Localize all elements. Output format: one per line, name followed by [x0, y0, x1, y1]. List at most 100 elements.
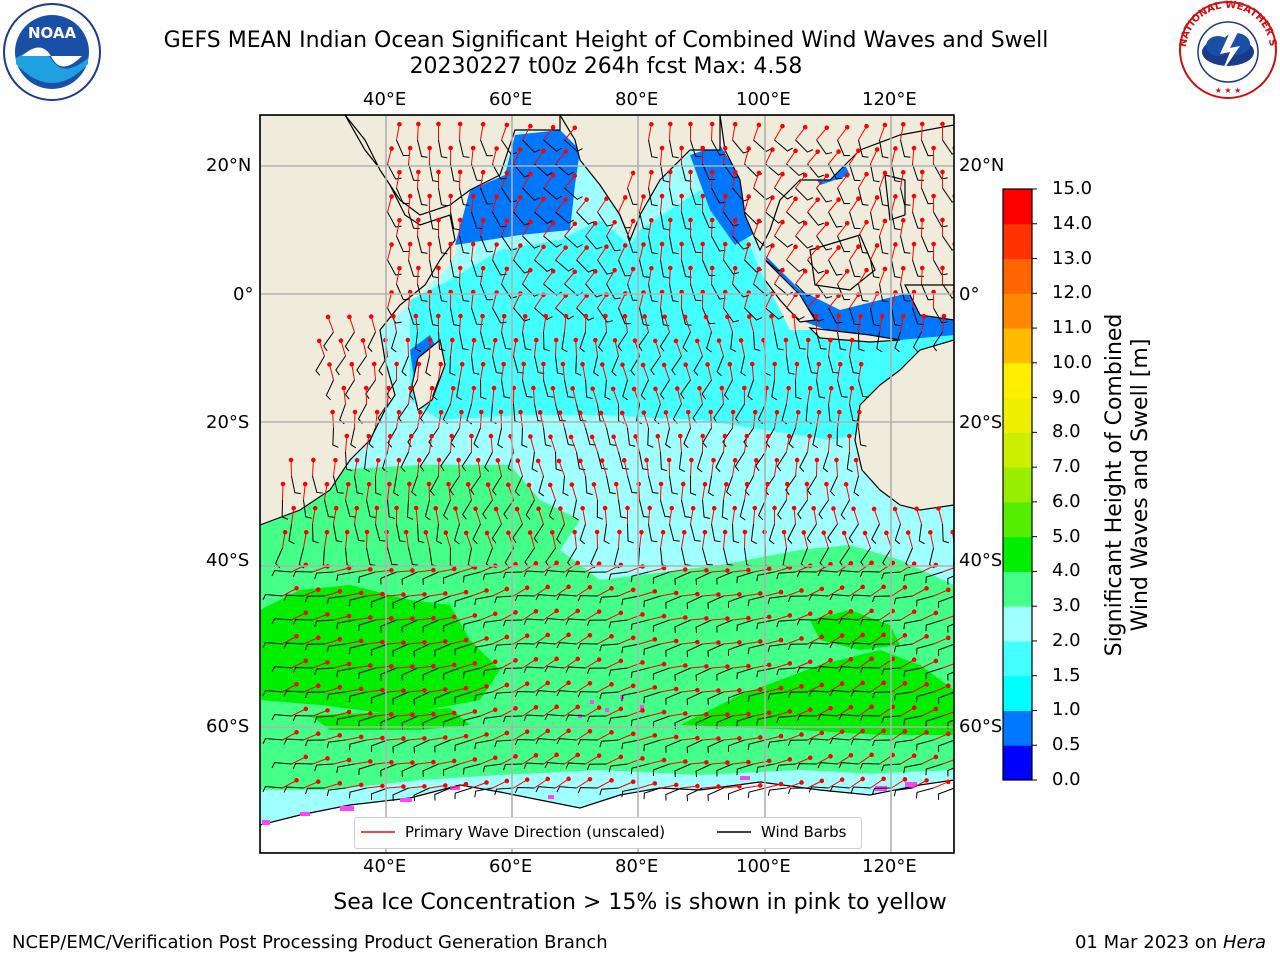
wave-arrow-head — [354, 457, 360, 463]
wave-arrow-head — [294, 633, 299, 639]
wind-barb — [947, 767, 954, 777]
wave-arrow-head — [831, 506, 836, 511]
wind-barb — [659, 331, 670, 352]
wind-barb — [630, 619, 649, 631]
wave-arrow — [765, 149, 773, 165]
wave-arrow-head — [410, 760, 415, 765]
wind-barb — [387, 499, 396, 519]
wave-arrow-head — [324, 529, 330, 535]
wind-barb — [522, 235, 541, 249]
wave-arrow — [327, 316, 334, 333]
wind-barb — [650, 355, 661, 376]
lat-label-right: 60°S — [959, 716, 1003, 737]
wave-arrow — [564, 658, 578, 669]
wave-arrow — [480, 268, 484, 285]
wave-arrow — [312, 661, 328, 669]
wave-arrow-head — [848, 656, 854, 662]
wave-arrow — [291, 612, 307, 621]
wave-arrow-head — [397, 217, 402, 223]
wave-arrow-head — [480, 361, 486, 367]
wind-barb — [938, 595, 954, 608]
wind-barb — [827, 523, 838, 544]
wave-arrow-head — [716, 688, 721, 693]
wind-barb — [716, 763, 733, 777]
wind-barb — [838, 570, 859, 577]
wave-arrow — [711, 460, 714, 477]
wave-arrow-head — [545, 632, 551, 638]
wind-barb — [921, 235, 935, 253]
wave-arrow — [740, 340, 745, 357]
wave-arrow-head — [688, 169, 693, 175]
lon-label-top: 60°E — [489, 89, 533, 110]
wave-arrow-head — [881, 728, 886, 734]
wave-arrow — [894, 508, 901, 525]
wave-arrow-head — [620, 362, 625, 368]
wave-arrow-head — [659, 145, 665, 151]
wind-barb — [401, 667, 418, 682]
wind-barb — [565, 618, 586, 625]
wind-barb — [837, 379, 848, 398]
wave-arrow — [729, 364, 733, 381]
wave-arrow — [480, 411, 482, 429]
wave-arrow-head — [893, 194, 898, 199]
wave-arrow-head — [524, 777, 530, 783]
wind-barb — [577, 691, 598, 698]
wave-arrow-head — [882, 266, 888, 272]
wave-arrow-head — [288, 457, 294, 463]
colorbar-segment — [1003, 467, 1032, 503]
wind-barb — [639, 451, 649, 471]
wind-barb — [292, 666, 313, 674]
wave-arrow-head — [666, 457, 672, 463]
wave-arrow-head — [819, 730, 825, 736]
wave-arrow — [816, 223, 828, 237]
wave-arrow — [646, 460, 649, 477]
wind-barb — [434, 787, 451, 801]
wave-arrow — [870, 634, 884, 645]
wave-arrow-head — [766, 710, 772, 716]
wave-arrow-head — [869, 608, 874, 614]
wind-barb — [586, 763, 607, 771]
wave-arrow-head — [725, 760, 730, 765]
wind-barb — [787, 691, 808, 699]
wave-arrow — [618, 197, 626, 213]
wave-arrow-head — [945, 731, 951, 737]
wave-arrow — [354, 760, 371, 765]
wind-barb — [828, 259, 843, 276]
wind-barb — [894, 523, 901, 545]
wave-arrow-head — [793, 244, 798, 250]
wave-arrow — [291, 708, 307, 717]
wave-arrow-head — [518, 195, 523, 200]
wind-barb — [669, 235, 679, 255]
wave-arrow-head — [389, 760, 394, 765]
wind-barb — [786, 211, 805, 225]
wind-barb — [648, 523, 658, 543]
wave-arrow — [660, 244, 663, 261]
wave-arrow-head — [791, 505, 797, 511]
wind-barb — [335, 355, 346, 376]
wave-arrow-head — [940, 169, 945, 175]
wave-arrow — [669, 713, 686, 717]
wave-arrow — [438, 664, 455, 669]
wave-arrow-head — [902, 585, 908, 590]
wave-arrow-head — [354, 505, 360, 511]
wave-arrow — [417, 569, 434, 573]
wind-barb — [514, 475, 523, 497]
wind-barb — [753, 139, 772, 153]
wind-barb — [665, 595, 682, 609]
wave-arrow-head — [613, 481, 619, 487]
wave-arrow-head — [631, 386, 637, 392]
wave-arrow — [366, 593, 383, 597]
wave-arrow — [732, 124, 736, 141]
wave-arrow-head — [484, 588, 489, 593]
wave-arrow-head — [368, 314, 374, 319]
wave-arrow — [679, 436, 682, 453]
wind-barb — [434, 643, 451, 657]
wind-barb — [767, 595, 787, 605]
wave-arrow — [324, 532, 328, 549]
wave-arrow — [732, 761, 749, 765]
wave-arrow-head — [431, 567, 436, 573]
wind-barb — [556, 786, 577, 793]
wave-arrow-head — [291, 505, 296, 511]
wave-arrow — [480, 661, 496, 669]
wave-arrow — [396, 762, 413, 765]
